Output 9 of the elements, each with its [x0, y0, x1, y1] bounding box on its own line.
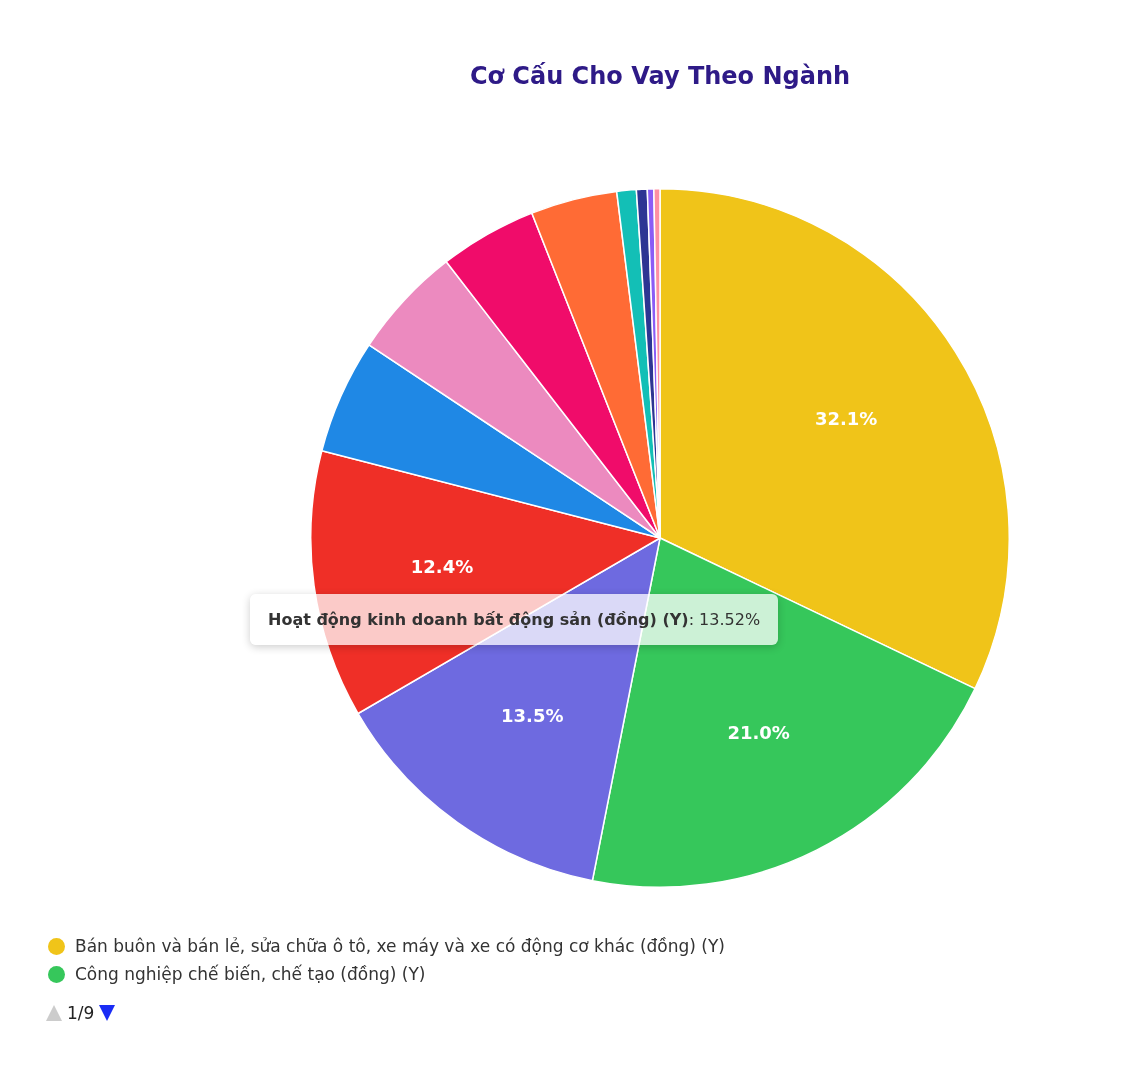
data-label: 13.5% — [501, 704, 564, 726]
text: 1/9 — [67, 1003, 95, 1023]
text: Hoạt động kinh doanh bất động sản (đồng) (Y): 13.52% — [250, 594, 779, 645]
data-label: 12.4% — [410, 555, 474, 577]
data-label: 21.0% — [727, 722, 790, 744]
legend-label: Công nghiệp chế biến, chế tạo (đồng) (Y) — [75, 964, 426, 984]
legend-label: Bán buôn và bán lẻ, sửa chữa ô tô, xe máy và xe có động cơ khác (đồng) (Y) — [75, 936, 725, 956]
data-label: 32.1% — [814, 408, 878, 430]
chart-title: Cơ Cấu Cho Vay Theo Ngành — [468, 62, 852, 90]
